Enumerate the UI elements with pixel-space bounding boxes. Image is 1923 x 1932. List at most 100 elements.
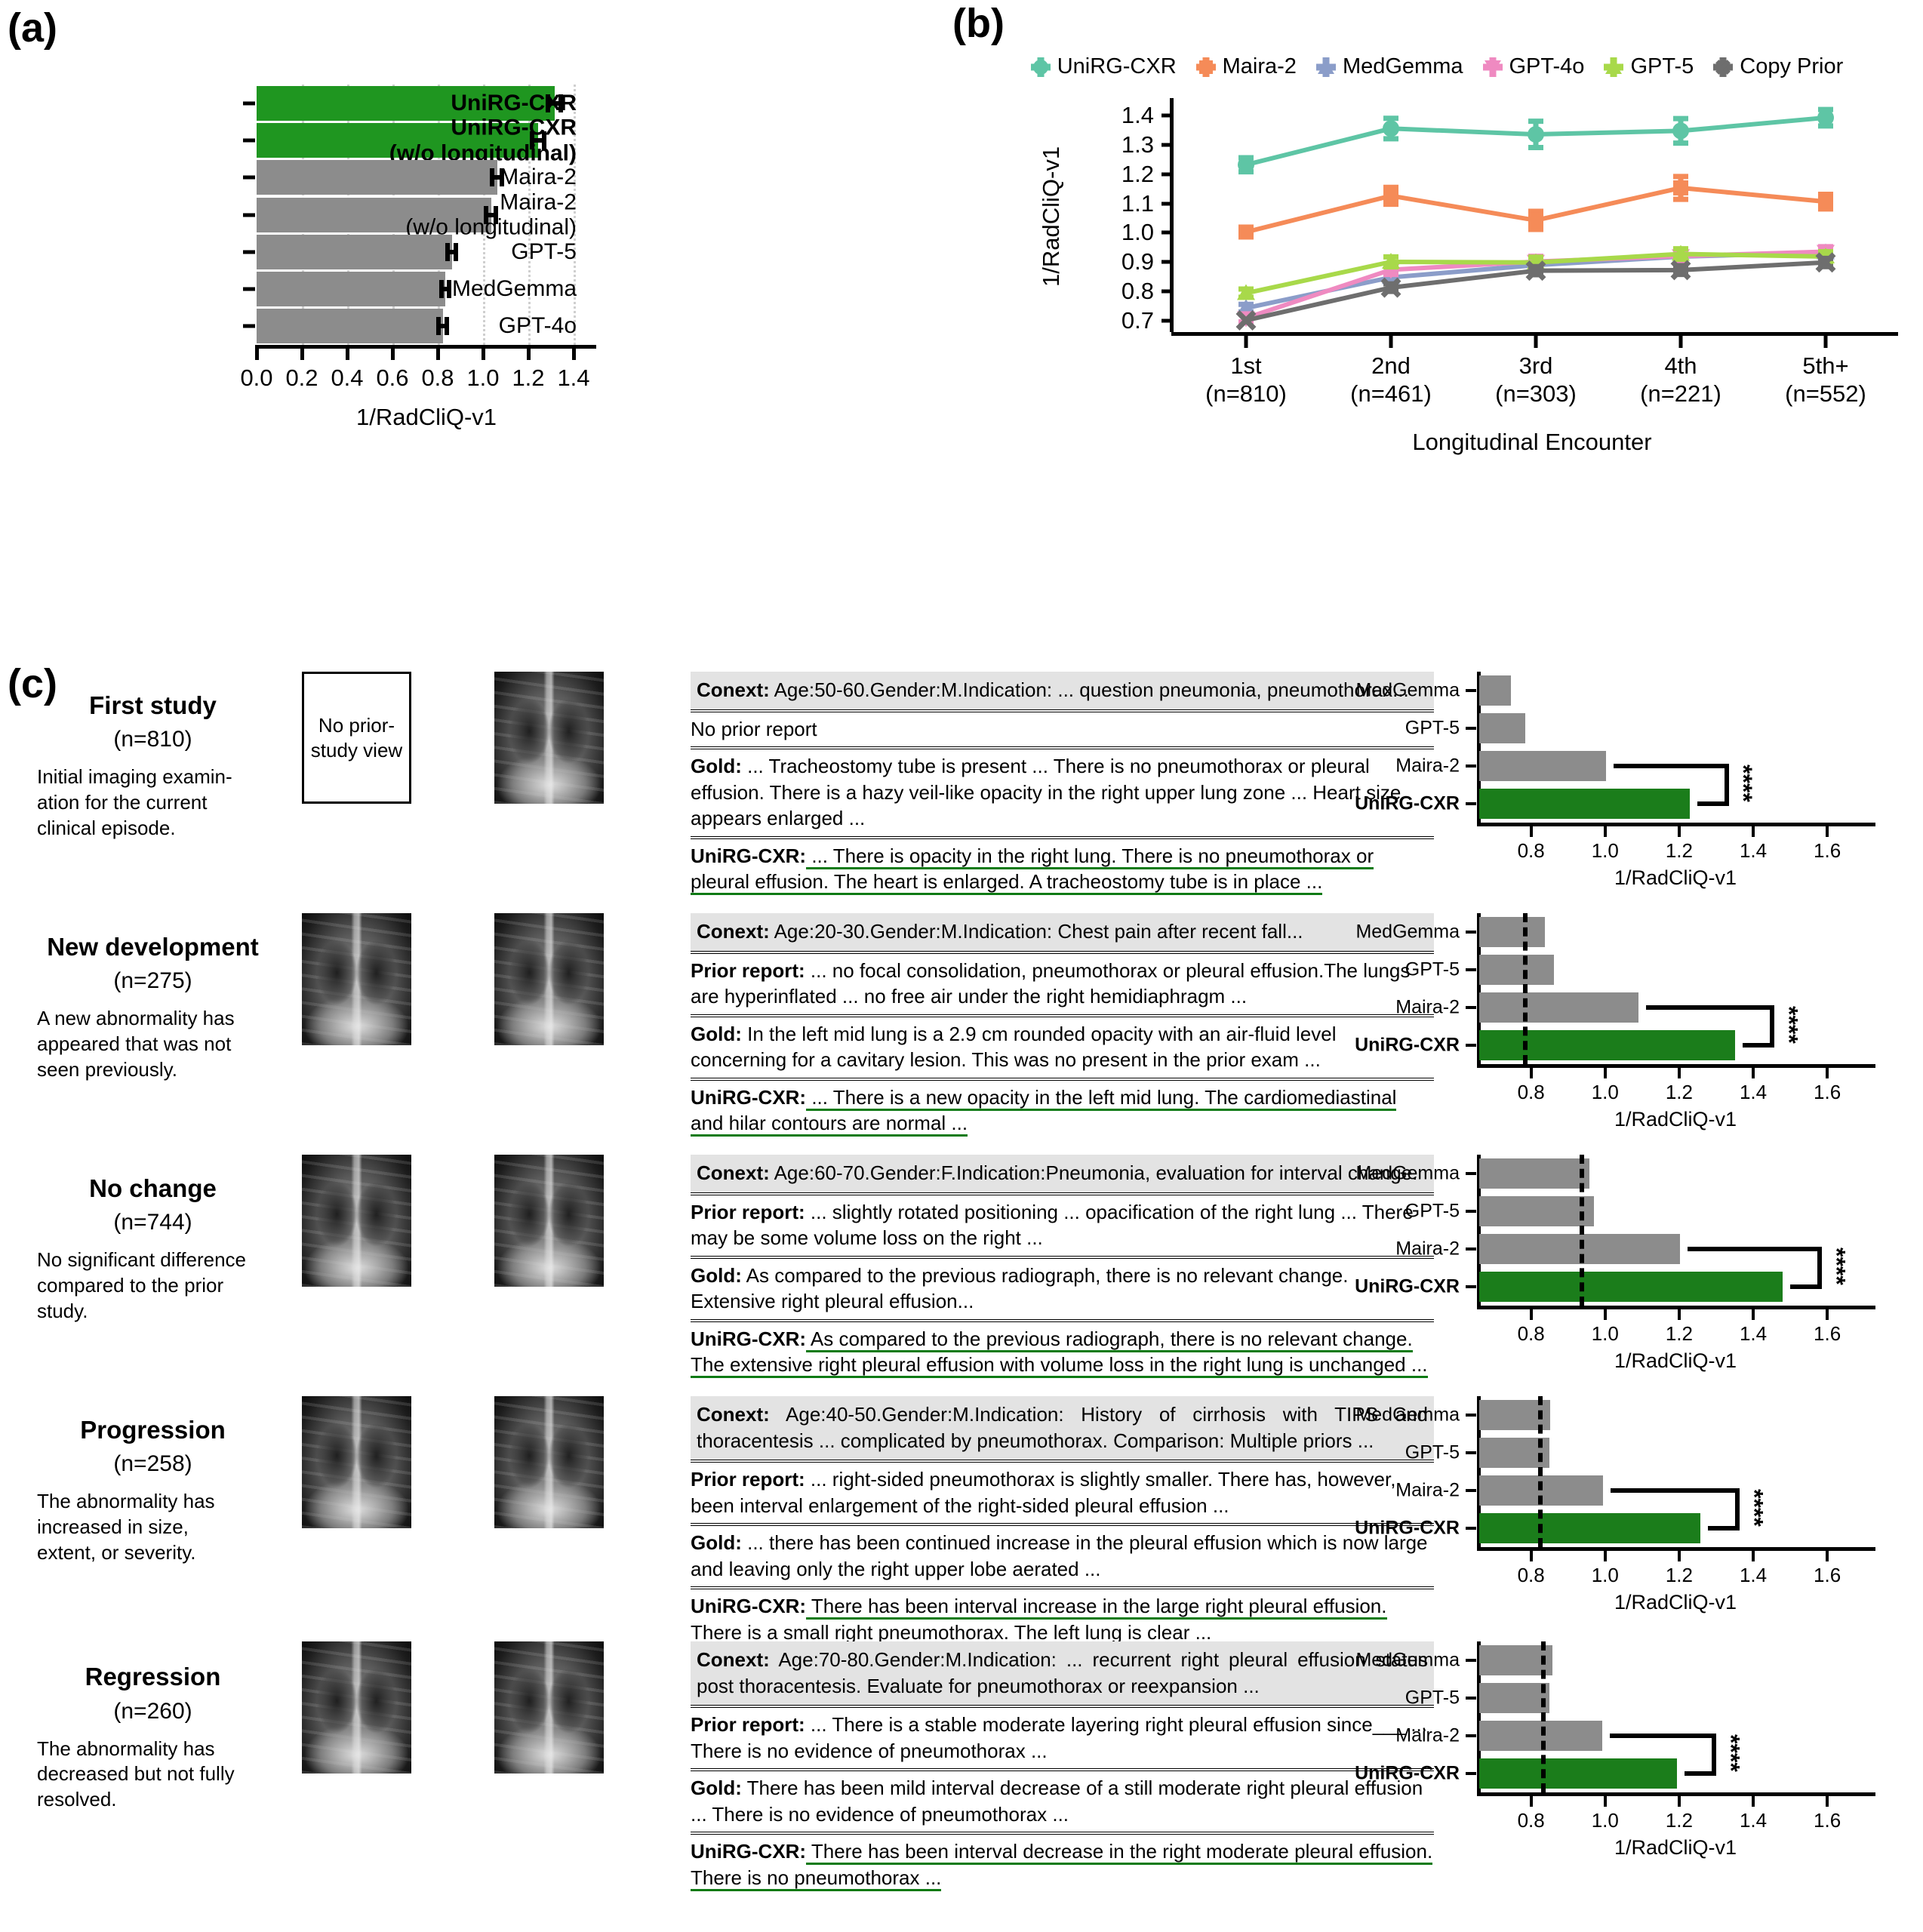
mini-x-tick-label-2-1: 1.0 xyxy=(1591,1322,1619,1345)
case-desc-text-4: The abnormality has decreased but not ful… xyxy=(37,1737,235,1811)
y-tick-4 xyxy=(1161,202,1174,205)
context-label-2: Conext: xyxy=(697,1161,770,1184)
mini-x-tick-label-1-0: 0.8 xyxy=(1517,1081,1545,1103)
context-text-0: Age:50-60.Gender:M.Indication: ... quest… xyxy=(774,678,1409,701)
context-label-1: Conext: xyxy=(697,920,770,943)
legend-item-1[interactable]: Maira-2 xyxy=(1195,54,1297,79)
gold-report-text-1: In the left mid lung is a 2.9 cm rounded… xyxy=(691,1022,1337,1072)
mini-x-tick-4-4 xyxy=(1826,1796,1829,1807)
mini-bar-1-1 xyxy=(1479,955,1555,985)
mini-x-axis-title-1: 1/RadCliQ-v1 xyxy=(1614,1108,1737,1131)
mini-x-tick-label-2-4: 1.6 xyxy=(1814,1322,1841,1345)
mini-reference-line-1 xyxy=(1522,913,1528,1064)
model-report-line-3: UniRG-CXR: There has been interval incre… xyxy=(691,1586,1434,1650)
mini-x-tick-0-4 xyxy=(1826,826,1829,837)
mini-x-tick-label-4-3: 1.4 xyxy=(1739,1809,1768,1832)
mini-y-tick-3-3 xyxy=(1466,1527,1476,1530)
y-tick-0 xyxy=(243,101,255,106)
mini-category-label-3-1: GPT-5 xyxy=(1405,1441,1460,1463)
y-tick-label-7: 1.4 xyxy=(1121,102,1154,129)
mini-chart-3: MedGemma GPT-5 Maira-2 UniRG-CXR **** 0.8 1.0 1… xyxy=(1355,1396,1875,1614)
legend-item-0[interactable]: UniRG-CXR xyxy=(1030,54,1177,79)
case-title-3: Progression xyxy=(80,1416,226,1444)
bar-4 xyxy=(257,234,452,269)
prior-report-label-4: Prior report: xyxy=(691,1713,805,1737)
sig-bracket-vert-2 xyxy=(1817,1247,1823,1289)
mini-x-tick-0-2 xyxy=(1677,826,1681,837)
bar-3 xyxy=(257,197,491,232)
mini-category-label-1-1: GPT-5 xyxy=(1405,958,1460,980)
mini-y-tick-0-0 xyxy=(1466,689,1476,692)
error-cap-right-6 xyxy=(445,317,450,336)
mini-category-label-2-0: MedGemma xyxy=(1355,1162,1460,1184)
x-tick-7 xyxy=(572,349,576,360)
panel-c: (c) First study (n=810) Initial imaging … xyxy=(0,661,1923,1932)
gridline xyxy=(528,85,532,345)
case-title-1: New development xyxy=(47,933,259,961)
mini-y-tick-0-2 xyxy=(1466,764,1476,768)
mini-y-tick-3-1 xyxy=(1466,1451,1476,1454)
x-tick-label-0: 1st (n=810) xyxy=(1205,352,1287,408)
legend-label-0: UniRG-CXR xyxy=(1057,54,1177,78)
sig-stars-4: **** xyxy=(1717,1734,1745,1772)
gold-report-label-1: Gold: xyxy=(691,1022,742,1045)
legend-item-2[interactable]: MedGemma xyxy=(1315,54,1463,79)
error-cap-right-5 xyxy=(447,280,452,299)
sig-bracket-bottom-2 xyxy=(1790,1284,1823,1289)
case-desc-text-2: No significant difference compared to the… xyxy=(37,1248,247,1322)
mini-bar-0-1 xyxy=(1479,713,1526,743)
mini-x-tick-3-0 xyxy=(1529,1551,1533,1561)
sig-bracket-vert-4 xyxy=(1712,1734,1717,1776)
mini-bar-4-0 xyxy=(1479,1645,1553,1675)
model-report-text-2: As compared to the previous radiograph, … xyxy=(691,1327,1428,1379)
sig-bracket-top-3 xyxy=(1611,1488,1740,1493)
case-title-2: No change xyxy=(89,1174,217,1202)
context-line-1: Conext: Age:20-30.Gender:M.Indication: C… xyxy=(691,913,1434,951)
case-row-0: First study (n=810) Initial imaging exam… xyxy=(0,664,1923,896)
case-text-block-4: Conext: Age:70-80.Gender:M.Indication: .… xyxy=(691,1641,1434,1896)
gold-report-line-2: Gold: As compared to the previous radiog… xyxy=(691,1255,1434,1319)
context-text-4: Age:70-80.Gender:M.Indication: ... recur… xyxy=(697,1648,1428,1697)
legend-marker-icon-5 xyxy=(1713,57,1734,77)
legend-item-3[interactable]: GPT-4o xyxy=(1482,54,1584,79)
mini-category-label-4-3: UniRG-CXR xyxy=(1355,1762,1460,1784)
mini-bar-1-2 xyxy=(1479,992,1638,1023)
mini-bar-4-3 xyxy=(1479,1758,1678,1789)
mini-bar-4-1 xyxy=(1479,1683,1550,1713)
legend-label-5: Copy Prior xyxy=(1740,54,1844,78)
x-axis-line xyxy=(255,345,596,349)
context-label-0: Conext: xyxy=(697,678,770,701)
panel-a-xaxis-title: 1/RadCliQ-v1 xyxy=(355,404,497,430)
case-text-block-3: Conext: Age:40-50.Gender:M.Indication: H… xyxy=(691,1396,1434,1651)
error-cap-left-3 xyxy=(484,205,489,224)
category-label-3: Maira-2 (w/o longitudinal) xyxy=(405,189,577,240)
error-cap-left-4 xyxy=(445,242,450,261)
case-row-1: New development (n=275) A new abnormalit… xyxy=(0,906,1923,1137)
y-tick-5 xyxy=(243,287,255,291)
mini-bar-1-0 xyxy=(1479,917,1546,947)
current-study-xray-4 xyxy=(494,1641,604,1774)
mini-category-label-4-0: MedGemma xyxy=(1355,1649,1460,1671)
mini-x-tick-label-4-0: 0.8 xyxy=(1517,1809,1545,1832)
mini-reference-line-4 xyxy=(1541,1641,1546,1792)
mini-x-tick-3-3 xyxy=(1752,1551,1755,1561)
mini-category-label-0-1: GPT-5 xyxy=(1405,717,1460,739)
mini-x-tick-label-4-2: 1.2 xyxy=(1665,1809,1693,1832)
mini-category-label-3-2: Maira-2 xyxy=(1395,1479,1460,1501)
gold-report-text-2: As compared to the previous radiograph, … xyxy=(691,1263,1349,1313)
legend-marker-icon-0 xyxy=(1030,57,1051,77)
legend-item-5[interactable]: Copy Prior xyxy=(1713,54,1843,79)
legend-label-1: Maira-2 xyxy=(1222,54,1297,78)
mini-y-axis-2 xyxy=(1477,1155,1481,1309)
legend-label-2: MedGemma xyxy=(1342,54,1463,78)
legend-item-4[interactable]: GPT-5 xyxy=(1604,54,1694,79)
mini-y-tick-4-1 xyxy=(1466,1697,1476,1700)
mini-y-tick-4-3 xyxy=(1466,1772,1476,1775)
x-tick-0 xyxy=(1244,336,1248,348)
legend-marker-icon-4 xyxy=(1604,57,1624,77)
model-report-line-4: UniRG-CXR: There has been interval decre… xyxy=(691,1832,1434,1895)
category-label-4: GPT-5 xyxy=(511,238,577,264)
bar-0 xyxy=(257,85,555,121)
error-cap-left-5 xyxy=(438,280,444,299)
y-tick-label-5: 1.2 xyxy=(1121,160,1154,187)
